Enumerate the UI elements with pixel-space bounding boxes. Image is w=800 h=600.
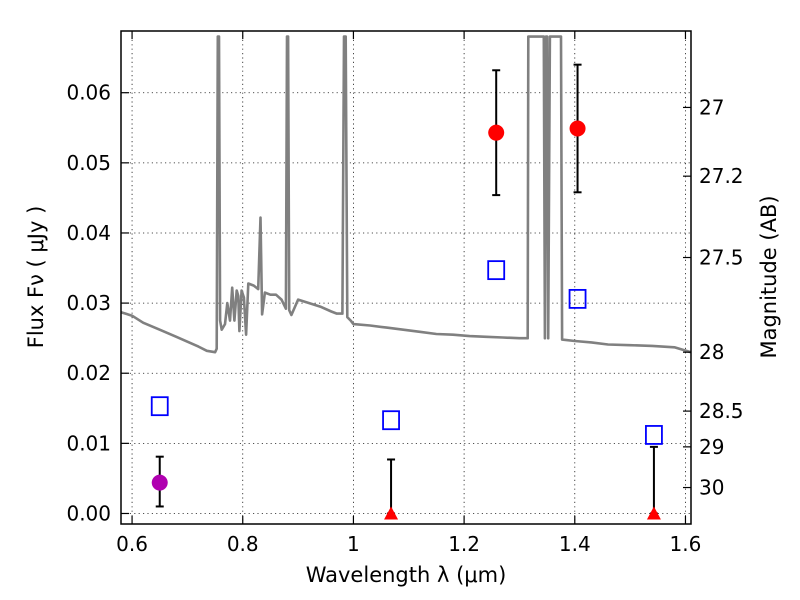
model-photometry-square <box>487 260 506 281</box>
right-tick-label: 27.5 <box>699 246 744 270</box>
x-tick-label: 0.6 <box>116 532 148 556</box>
axis-ticks: 0.6 0.8 1 1.2 1.4 1.6 0.00 0.01 0.02 0.03 0.04 0.05… <box>66 31 744 556</box>
right-tick-label: 30 <box>699 476 724 500</box>
y-tick-label: 0.02 <box>66 361 111 385</box>
y-axis-label: Flux Fν ( μJy ) <box>24 206 48 349</box>
detection-point <box>569 120 586 137</box>
model-spectrum-line <box>121 35 691 354</box>
model-photometry-square <box>150 396 169 417</box>
x-tick-label: 0.8 <box>227 532 259 556</box>
y-tick-label: 0.01 <box>66 431 111 455</box>
y-tick-label: 0.04 <box>66 221 111 245</box>
x-tick-label: 1 <box>347 532 360 556</box>
y-tick-label: 0.00 <box>66 501 111 525</box>
right-tick-label: 28 <box>699 340 724 364</box>
right-axis-label: Magnitude (AB) <box>757 195 781 358</box>
x-tick-label: 1.4 <box>559 532 591 556</box>
y-tick-label: 0.05 <box>66 151 111 175</box>
y-tick-label: 0.03 <box>66 291 111 315</box>
right-tick-label: 27.2 <box>699 164 744 188</box>
right-tick-label: 29 <box>699 435 724 459</box>
plot-frame <box>120 30 692 525</box>
model-photometry-square <box>568 288 587 309</box>
x-tick-label: 1.6 <box>670 532 702 556</box>
plot-series <box>121 35 691 520</box>
grid <box>121 31 691 524</box>
detection-point-optical <box>151 474 168 491</box>
model-photometry-square <box>382 410 400 431</box>
upper-limit-marker <box>384 506 399 520</box>
x-tick-label: 1.2 <box>448 532 480 556</box>
model-photometry-square <box>645 425 663 445</box>
y-tick-label: 0.06 <box>66 81 111 105</box>
upper-limit-marker <box>646 506 661 520</box>
detection-point <box>488 124 505 141</box>
right-tick-label: 28.5 <box>699 399 744 423</box>
right-tick-label: 27 <box>699 95 724 119</box>
x-axis-label: Wavelength λ (μm) <box>306 563 507 587</box>
